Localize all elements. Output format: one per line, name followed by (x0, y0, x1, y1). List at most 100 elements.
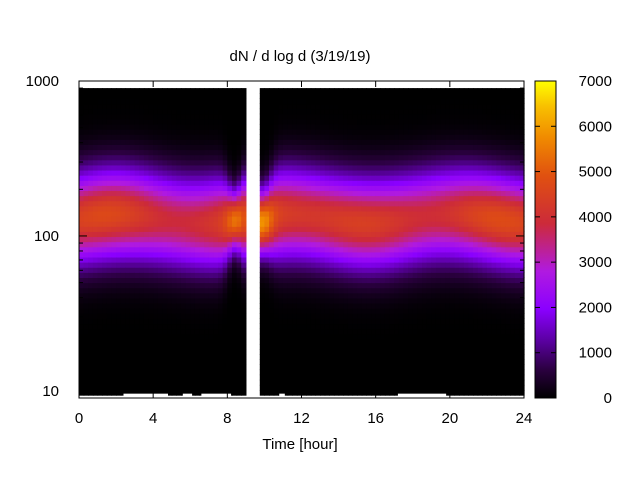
heatmap-cell (320, 318, 326, 325)
heatmap-cell (440, 123, 446, 130)
heatmap-cell (459, 210, 465, 217)
heatmap-cell (417, 103, 423, 110)
heatmap-cell (180, 246, 187, 253)
heatmap-cell (324, 369, 330, 376)
heatmap-cell (199, 103, 205, 110)
heatmap-cell (352, 343, 358, 350)
heatmap-cell (445, 246, 451, 253)
heatmap-cell (106, 369, 113, 376)
heatmap-cell (357, 180, 363, 186)
heatmap-cell (269, 195, 275, 202)
heatmap-cell (111, 343, 117, 350)
heatmap-cell (213, 210, 219, 217)
heatmap-cell (241, 118, 247, 125)
heatmap-cell (129, 200, 136, 207)
heatmap-cell (431, 98, 437, 105)
heatmap-cell (218, 123, 224, 130)
heatmap-cell (148, 308, 154, 314)
heatmap-cell (167, 333, 173, 340)
heatmap-cell (153, 139, 159, 145)
heatmap-cell (306, 200, 312, 207)
heatmap-cell (134, 308, 140, 314)
heatmap-cell (422, 302, 428, 309)
heatmap-cell (278, 98, 284, 105)
heatmap-cell (129, 251, 136, 258)
heatmap-cell (333, 236, 340, 243)
heatmap-cell (431, 384, 437, 391)
heatmap-cell (422, 313, 428, 319)
heatmap-cell (459, 169, 465, 176)
heatmap-cell (171, 333, 177, 340)
heatmap-cell (92, 333, 99, 340)
heatmap-cell (176, 139, 182, 145)
heatmap-cell (320, 231, 326, 238)
heatmap-cell (97, 123, 103, 130)
heatmap-cell (194, 308, 201, 314)
heatmap-cell (208, 267, 215, 273)
heatmap-cell (185, 139, 191, 145)
heatmap-cell (79, 297, 85, 304)
heatmap-cell (389, 175, 395, 181)
heatmap-cell (315, 134, 321, 140)
heatmap-cell (301, 251, 307, 258)
heatmap-cell (125, 262, 131, 268)
heatmap-cell (282, 164, 289, 171)
heatmap-cell (384, 262, 391, 268)
heatmap-cell (125, 384, 131, 391)
heatmap-cell (129, 113, 136, 120)
heatmap-cell (468, 175, 474, 181)
heatmap-cell (449, 241, 456, 248)
heatmap-cell (338, 154, 344, 161)
heatmap-cell (412, 123, 418, 130)
heatmap-cell (231, 287, 238, 294)
heatmap-cell (204, 164, 210, 171)
heatmap-cell (463, 118, 469, 125)
heatmap-cell (473, 277, 479, 284)
heatmap-cell (380, 313, 386, 319)
heatmap-cell (357, 297, 363, 304)
heatmap-cell (218, 246, 224, 253)
heatmap-cell (343, 323, 349, 330)
heatmap-cell (227, 139, 233, 145)
heatmap-cell (426, 216, 432, 222)
heatmap-cell (83, 159, 89, 166)
heatmap-cell (190, 364, 196, 371)
heatmap-cell (102, 236, 108, 243)
heatmap-cell (148, 149, 154, 156)
heatmap-cell (394, 369, 400, 376)
heatmap-cell (106, 221, 113, 227)
heatmap-cell (449, 216, 456, 222)
heatmap-cell (417, 262, 423, 268)
heatmap-cell (403, 364, 409, 371)
heatmap-cell (102, 359, 108, 365)
heatmap-cell (301, 369, 307, 376)
heatmap-cell (106, 175, 113, 181)
heatmap-cell (352, 134, 358, 140)
heatmap-cell (194, 134, 201, 140)
heatmap-cell (306, 389, 312, 396)
heatmap-cell (292, 210, 298, 217)
heatmap-cell (403, 129, 409, 135)
heatmap-cell (296, 226, 303, 232)
heatmap-cell (310, 262, 317, 268)
heatmap-cell (204, 343, 210, 350)
heatmap-cell (343, 169, 349, 176)
heatmap-cell (111, 103, 117, 110)
heatmap-cell (106, 379, 113, 386)
heatmap-cell (264, 180, 270, 186)
heatmap-cell (222, 149, 228, 156)
heatmap-cell (218, 328, 224, 335)
heatmap-cell (329, 210, 335, 217)
heatmap-cell (236, 374, 242, 381)
heatmap-cell (333, 287, 340, 294)
heatmap-cell (208, 369, 215, 376)
heatmap-cell (222, 200, 228, 207)
heatmap-cell (227, 277, 233, 284)
heatmap-cell (417, 384, 423, 391)
heatmap-cell (92, 277, 99, 284)
heatmap-cell (153, 349, 159, 355)
heatmap-cell (176, 384, 182, 391)
heatmap-cell (213, 134, 219, 140)
heatmap-cell (162, 169, 168, 176)
heatmap-cell (343, 103, 349, 110)
